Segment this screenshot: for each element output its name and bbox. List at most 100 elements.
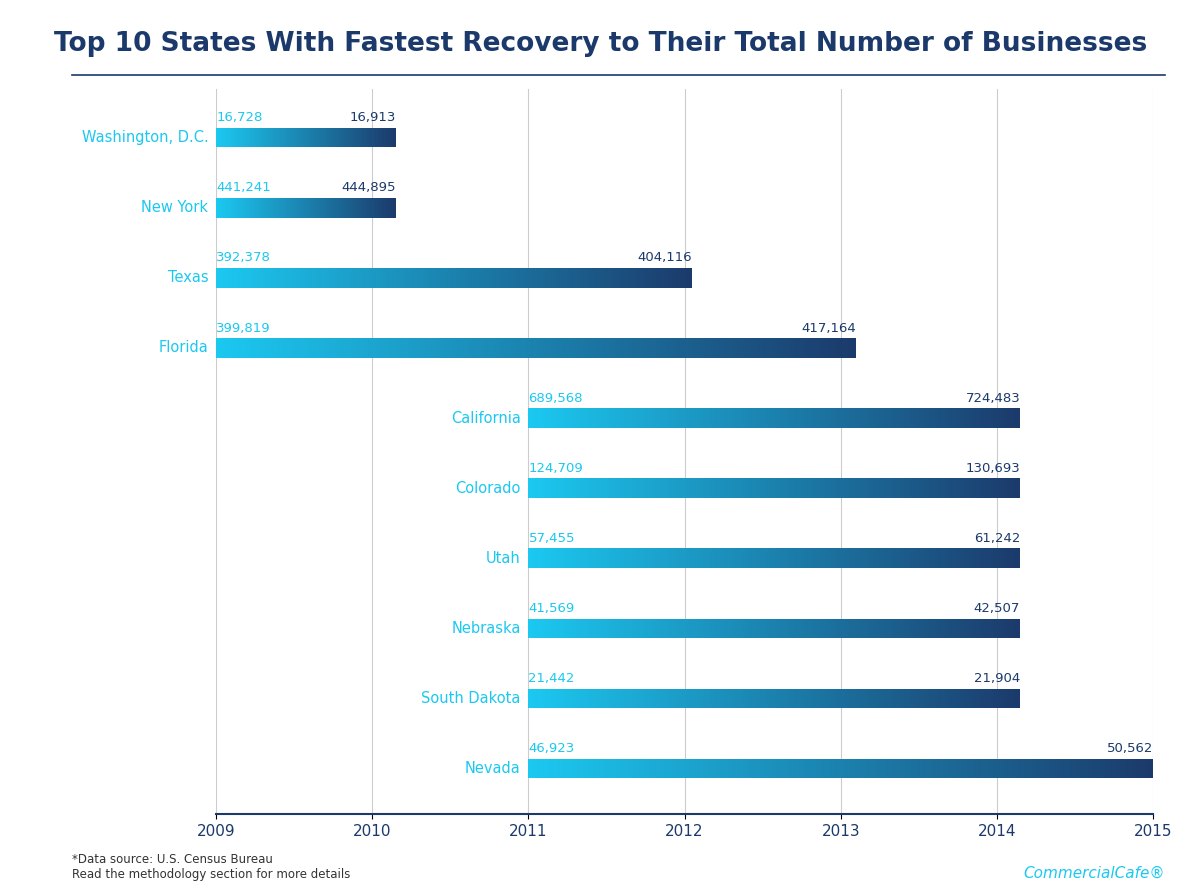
Bar [795,619,797,638]
Bar [428,268,429,288]
Bar [590,268,591,288]
Bar [843,479,846,498]
Bar [607,338,609,358]
Bar [925,689,927,708]
Bar [1000,408,1003,427]
Bar [579,549,581,568]
Bar [428,338,430,358]
Bar [568,549,569,568]
Bar [453,338,455,358]
Bar [746,338,747,358]
Bar [906,689,907,708]
Bar [543,479,545,498]
Bar [802,479,803,498]
Bar [695,619,698,638]
Bar [408,268,410,288]
Bar [587,619,590,638]
Text: Washington, D.C.: Washington, D.C. [82,130,208,145]
Bar [982,549,985,568]
Bar [884,619,886,638]
Bar [310,268,311,288]
Bar [776,689,778,708]
Bar [770,549,771,568]
Bar [540,758,543,779]
Bar [755,758,758,779]
Bar [838,479,839,498]
Bar [711,408,712,427]
Bar [808,479,811,498]
Bar [922,758,924,779]
Bar [979,408,981,427]
Bar [596,549,597,568]
Bar [620,549,622,568]
Bar [741,689,743,708]
Bar [261,268,262,288]
Bar [904,408,906,427]
Bar [703,338,705,358]
Bar [545,619,546,638]
Bar [819,549,820,568]
Bar [889,689,891,708]
Bar [689,619,691,638]
Bar [682,758,685,779]
Bar [984,619,986,638]
Bar [966,479,968,498]
Bar [651,619,653,638]
Bar [788,619,789,638]
Bar [389,338,392,358]
Bar [650,549,651,568]
Bar [698,619,699,638]
Bar [543,268,545,288]
Bar [920,619,922,638]
Bar [813,758,815,779]
Bar [758,408,760,427]
Bar [311,268,313,288]
Bar [1111,758,1113,779]
Bar [586,689,587,708]
Bar [441,338,442,358]
Bar [656,338,658,358]
Bar [795,479,797,498]
Bar [635,268,637,288]
Bar [680,268,681,288]
Bar [287,268,289,288]
Bar [716,689,717,708]
Bar [641,408,644,427]
Bar [594,619,596,638]
Bar [1008,619,1009,638]
Bar [564,689,566,708]
Bar [337,338,340,358]
Bar [348,268,349,288]
Bar [1125,758,1128,779]
Bar [1015,549,1017,568]
Bar [711,549,712,568]
Bar [843,408,846,427]
Bar [543,689,545,708]
Bar [335,338,337,358]
Bar [724,758,727,779]
Bar [227,338,229,358]
Bar [602,619,604,638]
Bar [978,619,979,638]
Bar [811,689,812,708]
Bar [646,479,649,498]
Bar [962,758,963,779]
Bar [534,479,537,498]
Bar [576,689,578,708]
Bar [580,268,581,288]
Bar [803,689,806,708]
Bar [548,758,549,779]
Bar [795,408,797,427]
Bar [903,758,906,779]
Bar [600,338,603,358]
Bar [631,479,632,498]
Bar [1056,758,1057,779]
Bar [645,689,646,708]
Bar [1059,758,1062,779]
Bar [530,619,532,638]
Bar [231,268,232,288]
Bar [329,338,331,358]
Bar [556,619,558,638]
Bar [683,338,686,358]
Bar [540,268,542,288]
